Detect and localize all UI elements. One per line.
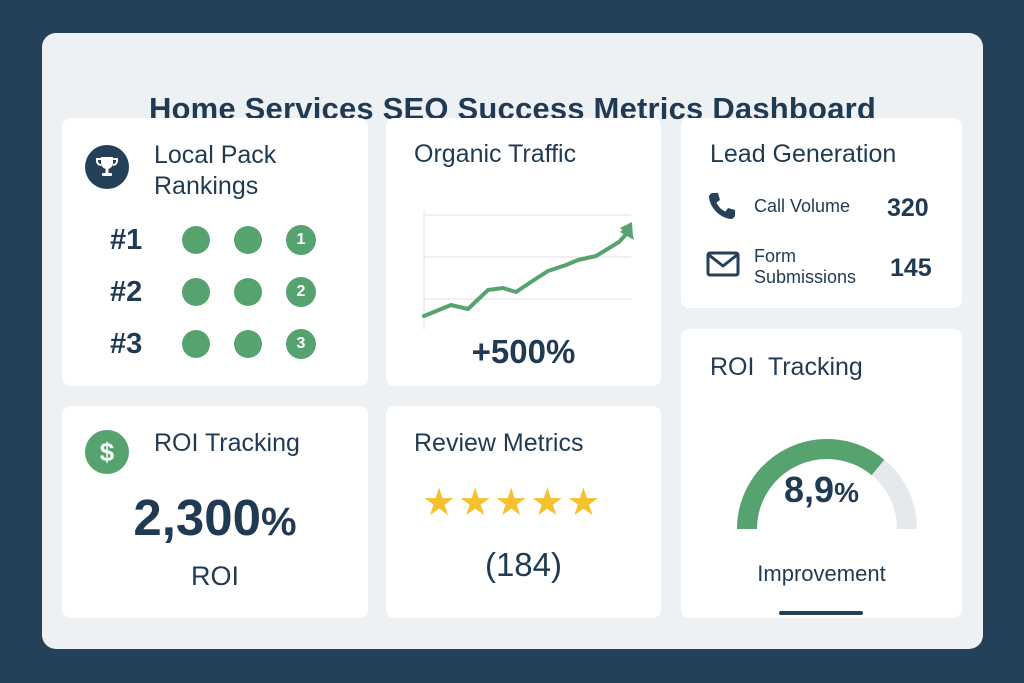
roi-percent: % [261, 500, 297, 544]
rank-dot [182, 278, 210, 306]
roi-tracking-card: $ ROI Tracking 2,300% ROI [62, 406, 368, 618]
organic-traffic-title: Organic Traffic [414, 140, 577, 168]
envelope-icon [706, 251, 740, 277]
rank-label: #3 [110, 327, 143, 360]
rank-label: #1 [110, 223, 143, 256]
call-volume-label: Call Volume [754, 196, 851, 216]
dollar-icon: $ [85, 430, 129, 474]
star-icon: ★ [494, 482, 529, 524]
form-submissions-value: 145 [890, 254, 932, 282]
trend-arrowhead-tip [620, 222, 633, 238]
local-pack-card: Local Pack Rankings #1 1 #2 2 #3 3 [62, 118, 368, 386]
organic-traffic-card: Organic Traffic +500% [386, 118, 661, 386]
rank-badge: 1 [286, 225, 316, 255]
local-pack-title-line1: Local Pack [154, 141, 277, 169]
roi-tracking-title: ROI Tracking [154, 429, 300, 457]
gauge-label: Improvement [757, 561, 886, 586]
star-icon: ★ [530, 482, 565, 524]
roi-label: ROI [190, 561, 239, 591]
roi-gauge [737, 439, 917, 530]
local-pack-title-line2: Rankings [154, 172, 259, 200]
star-icon: ★ [566, 482, 601, 524]
star-icon: ★ [458, 482, 493, 524]
rank-badge: 3 [286, 329, 316, 359]
rank-badge: 2 [286, 277, 316, 307]
gauge-fill [737, 439, 885, 530]
rank-row-1: #1 1 [110, 222, 316, 258]
review-stars: ★ ★ ★ ★ ★ [422, 484, 602, 522]
rank-dot [234, 330, 262, 358]
rank-label: #2 [110, 275, 143, 308]
call-volume-row: Call Volume 320 [706, 190, 966, 240]
roi-gauge-card: ROI Tracking 8,9% Improvement [681, 329, 962, 618]
star-icon: ★ [422, 482, 457, 524]
lead-generation-card: Lead Generation Call Volume 320 Form Sub… [681, 118, 962, 308]
review-count: (184) [484, 546, 563, 583]
gauge-value: 8,9% [681, 469, 962, 511]
gauge-underline [779, 611, 863, 615]
trophy-icon [85, 145, 129, 189]
call-volume-value: 320 [887, 194, 929, 222]
rank-row-3: #3 3 [110, 326, 316, 362]
form-label-line2: Submissions [754, 267, 857, 287]
dashboard-panel: Home Services SEO Success Metrics Dashbo… [42, 33, 983, 649]
rank-dot [234, 278, 262, 306]
lead-generation-title: Lead Generation [710, 140, 897, 168]
roi-value: 2,300% [62, 488, 368, 547]
rank-dot [234, 226, 262, 254]
roi-gauge-title: ROI Tracking [710, 353, 863, 381]
local-pack-title: Local Pack Rankings [154, 140, 276, 202]
phone-icon [709, 193, 735, 219]
form-submissions-row: Form Submissions 145 [706, 246, 966, 296]
rank-dot [182, 330, 210, 358]
traffic-trend-chart [422, 210, 634, 330]
form-submissions-label: Form Submissions [754, 246, 856, 288]
traffic-growth-value: +500% [471, 333, 576, 370]
gauge-number: 8,9 [784, 469, 835, 510]
review-metrics-card: Review Metrics ★ ★ ★ ★ ★ (184) [386, 406, 661, 618]
roi-number: 2,300 [133, 489, 262, 546]
rank-dot [182, 226, 210, 254]
gauge-percent: % [834, 477, 859, 508]
review-metrics-title: Review Metrics [414, 429, 584, 457]
form-label-line1: Form [754, 246, 796, 266]
rank-row-2: #2 2 [110, 274, 316, 310]
traffic-line [422, 228, 632, 318]
